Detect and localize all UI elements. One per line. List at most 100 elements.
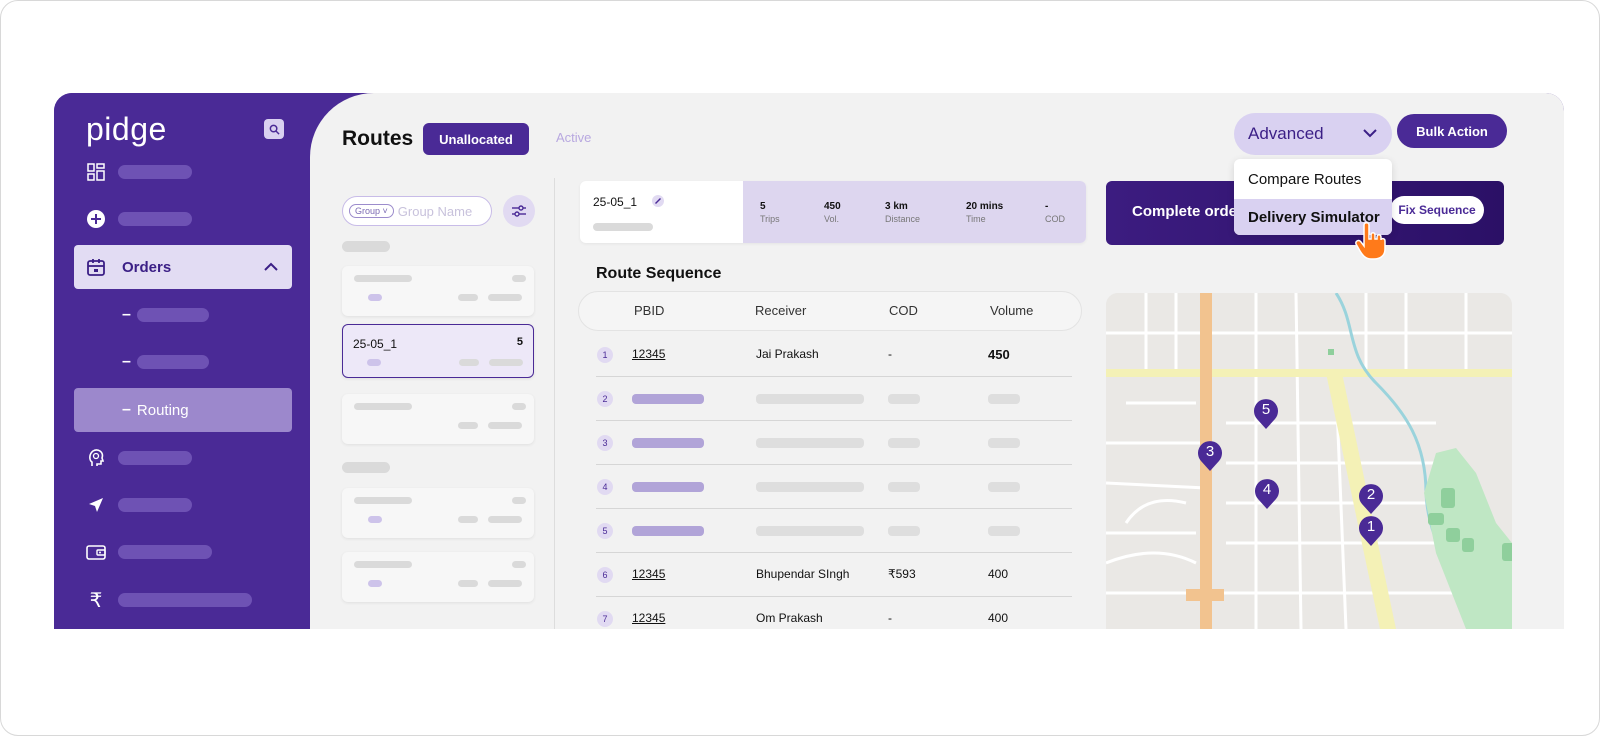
table-row[interactable]: 6 12345 Bhupendar SIngh ₹593 400: [596, 553, 1072, 597]
table-row[interactable]: 2: [596, 377, 1072, 421]
dash-icon: –: [122, 401, 131, 418]
rupee-icon: ₹: [89, 589, 103, 612]
sidebar-item-create[interactable]: [74, 197, 292, 241]
row-number: 4: [597, 479, 613, 495]
map-pin[interactable]: 2: [1357, 480, 1385, 521]
edit-pencil-icon[interactable]: [652, 195, 664, 207]
pin-label: 1: [1366, 518, 1376, 535]
receiver-cell: Om Prakash: [756, 611, 823, 625]
sliders-icon: [512, 205, 526, 217]
route-card-selected[interactable]: 25-05_1 5: [342, 324, 534, 378]
receiver-cell: Bhupendar SIngh: [756, 567, 850, 581]
stat-trips: 5 Trips: [760, 201, 780, 224]
filter-button[interactable]: [503, 195, 535, 227]
route-summary-card: 25-05_1 5 Trips 450 Vol. 3 km Distance 20 m…: [580, 181, 1086, 243]
route-subtitle-placeholder: [593, 223, 653, 231]
route-card[interactable]: [342, 394, 534, 444]
dash-icon: –: [122, 353, 131, 370]
sidebar-item-placeholder: [118, 498, 192, 512]
sidebar: pidge Orders – –: [54, 93, 344, 629]
menu-item-compare-routes[interactable]: Compare Routes: [1248, 170, 1362, 188]
wallet-icon: [74, 544, 118, 560]
cod-cell: -: [888, 347, 892, 361]
stat-time: 20 mins Time: [966, 201, 1004, 224]
sidebar-item-placeholder: [118, 545, 212, 559]
volume-cell: 450: [988, 347, 1010, 362]
search-icon: [269, 124, 280, 135]
volume-cell: 400: [988, 567, 1009, 581]
table-row[interactable]: 1 12345 Jai Prakash - 450: [596, 333, 1072, 377]
sidebar-item-wallet[interactable]: [74, 530, 292, 574]
chevron-down-icon: [1363, 129, 1377, 138]
route-card[interactable]: [342, 488, 534, 538]
sidebar-item-payments[interactable]: ₹: [74, 578, 292, 622]
stat-distance: 3 km Distance: [885, 201, 921, 224]
volume-cell: 400: [988, 611, 1009, 625]
row-number: 1: [597, 347, 613, 363]
sidebar-item-orders[interactable]: Orders: [74, 245, 292, 289]
pointer-hand-icon: [1354, 221, 1388, 266]
table-row[interactable]: 5: [596, 509, 1072, 553]
sidebar-item-placeholder: [118, 212, 192, 226]
sidebar-item-routing[interactable]: – Routing: [74, 388, 292, 432]
dash-icon: –: [122, 306, 131, 323]
pbid-link[interactable]: 12345: [632, 567, 666, 581]
tab-active[interactable]: Active: [556, 130, 592, 145]
pbid-link[interactable]: 12345: [632, 347, 666, 361]
sidebar-item-placeholder: [118, 165, 192, 179]
pbid-link[interactable]: 12345: [632, 611, 666, 625]
route-id: 25-05_1: [593, 195, 638, 209]
map-canvas: [1106, 293, 1512, 629]
sidebar-subitem-1[interactable]: –: [74, 293, 292, 337]
table-row[interactable]: 7 12345 Om Prakash - 400: [596, 597, 1072, 629]
sidebar-item-label: Routing: [136, 401, 189, 419]
section-label-placeholder: [342, 462, 390, 473]
group-chip-label: Group: [355, 206, 381, 216]
table-row[interactable]: 4: [596, 465, 1072, 509]
search-placeholder: Group Name: [397, 203, 473, 219]
bulk-action-button[interactable]: Bulk Action: [1397, 114, 1507, 148]
plus-circle-icon: [74, 209, 118, 229]
cod-cell: -: [888, 611, 892, 625]
pin-label: 5: [1261, 401, 1271, 418]
receiver-cell: Jai Prakash: [756, 347, 819, 361]
map-pin[interactable]: 5: [1252, 395, 1280, 436]
sidebar-item-riders[interactable]: [74, 436, 292, 480]
row-number: 6: [597, 567, 613, 583]
group-filter-chip[interactable]: Group ˅: [349, 204, 394, 218]
pin-label: 2: [1366, 486, 1376, 503]
column-header: PBID: [634, 303, 665, 318]
map-pin[interactable]: 3: [1196, 437, 1224, 478]
sidebar-item-dashboard[interactable]: [74, 150, 292, 194]
column-header: COD: [889, 303, 918, 318]
sidebar-item-placeholder: [136, 355, 209, 369]
grid-icon: [74, 163, 118, 181]
row-number: 2: [597, 391, 613, 407]
sidebar-item-placeholder: [118, 451, 192, 465]
tab-unallocated[interactable]: Unallocated: [423, 123, 529, 155]
main-panel: Routes Unallocated Active Group ˅ Group …: [310, 93, 1564, 629]
navigation-arrow-icon: [74, 497, 118, 513]
sidebar-item-placeholder: [118, 593, 252, 607]
table-row[interactable]: 3: [596, 421, 1072, 465]
group-search-input[interactable]: Group ˅ Group Name: [342, 196, 492, 226]
route-map[interactable]: 5 3 4 2 1: [1106, 293, 1512, 629]
pin-label: 3: [1205, 443, 1215, 460]
app-window: pidge Orders – –: [54, 93, 1564, 629]
advanced-dropdown-button[interactable]: Advanced: [1234, 113, 1392, 155]
card-count: 5: [516, 336, 523, 348]
fix-sequence-button[interactable]: Fix Sequence: [1390, 196, 1484, 224]
map-pin[interactable]: 4: [1253, 475, 1281, 516]
sidebar-search-button[interactable]: [264, 119, 284, 139]
sidebar-item-tracking[interactable]: [74, 483, 292, 527]
card-title: 25-05_1: [353, 337, 398, 351]
calendar-box-icon: [74, 257, 118, 277]
sidebar-subitem-2[interactable]: –: [74, 340, 292, 384]
route-card[interactable]: [342, 266, 534, 316]
route-sequence-title: Route Sequence: [596, 265, 722, 282]
map-pin[interactable]: 1: [1357, 512, 1385, 553]
sidebar-item-placeholder: [136, 308, 209, 322]
pin-label: 4: [1262, 481, 1272, 498]
cod-cell: ₹593: [888, 567, 916, 581]
route-card[interactable]: [342, 552, 534, 602]
